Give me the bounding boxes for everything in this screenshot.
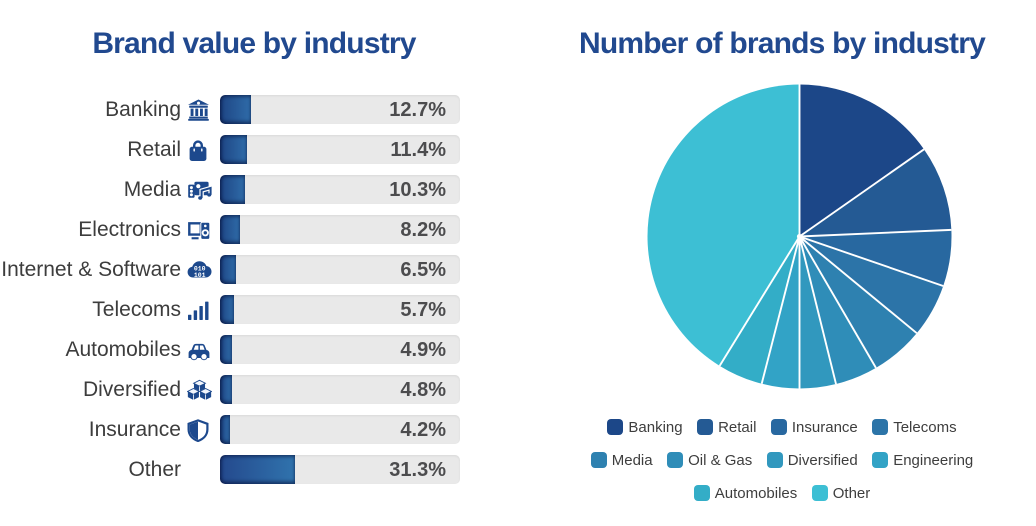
svg-text:010: 010 bbox=[194, 265, 206, 272]
svg-text:101: 101 bbox=[194, 272, 206, 279]
